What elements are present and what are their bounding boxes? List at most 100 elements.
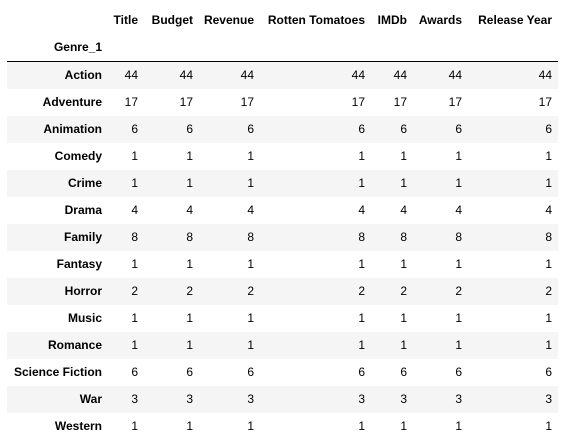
column-header: Rotten Tomatoes [267,13,365,27]
table-cell: 1 [247,311,254,325]
table-cell: 44 [124,68,138,82]
table-cell: 3 [186,392,193,406]
table-cell: 17 [124,95,138,109]
row-index-label: Action [64,68,102,82]
empty-header-cell [144,34,199,62]
table-body: Action 44 44 44 44 44 44 44 Adventure 17 17 17 17 17 1… [7,61,558,440]
table-cell: 1 [358,257,365,271]
table-cell: 1 [131,176,138,190]
table-cell: 1 [186,257,193,271]
column-header-row: Title Budget Revenue Rotten Tomatoes IMD… [7,7,558,34]
empty-header-cell [413,34,468,62]
table-cell: 44 [448,68,462,82]
table-cell: 3 [247,392,254,406]
table-cell: 1 [545,311,552,325]
table-cell: 2 [400,284,407,298]
table-cell: 4 [131,203,138,217]
table-row: Action 44 44 44 44 44 44 44 [7,61,558,89]
empty-header-cell [468,34,558,62]
table-row: Music 1 1 1 1 1 1 1 [7,305,558,332]
table-row: Fantasy 1 1 1 1 1 1 1 [7,251,558,278]
column-header: IMDb [377,13,407,27]
table-cell: 17 [179,95,193,109]
table-cell: 6 [247,122,254,136]
table-cell: 17 [240,95,254,109]
table-cell: 1 [131,257,138,271]
row-index-label: Western [54,419,102,433]
table-cell: 6 [400,122,407,136]
row-index-label: Music [67,311,102,325]
empty-header-cell [199,34,260,62]
table-cell: 44 [179,68,193,82]
table-cell: 6 [358,365,365,379]
table-cell: 44 [351,68,365,82]
table-cell: 1 [131,311,138,325]
table-cell: 3 [131,392,138,406]
table-cell: 1 [545,149,552,163]
table-cell: 4 [186,203,193,217]
table-cell: 1 [247,419,254,433]
table-cell: 1 [455,149,462,163]
empty-header-cell [108,34,144,62]
table-cell: 1 [400,149,407,163]
table-cell: 3 [545,392,552,406]
table-cell: 1 [400,257,407,271]
row-index-label: Drama [64,203,102,217]
table-cell: 17 [351,95,365,109]
table-cell: 1 [545,176,552,190]
table-cell: 2 [247,284,254,298]
table-cell: 1 [247,176,254,190]
row-index-label: Adventure [42,95,102,109]
table-cell: 6 [131,365,138,379]
table-cell: 1 [400,419,407,433]
table-cell: 1 [358,176,365,190]
table-cell: 4 [400,203,407,217]
table-cell: 2 [545,284,552,298]
column-header: Budget [151,13,193,27]
table-cell: 6 [186,365,193,379]
row-index-label: Family [63,230,102,244]
table-cell: 8 [455,230,462,244]
column-header: Awards [418,13,462,27]
table-cell: 1 [455,419,462,433]
table-cell: 1 [186,149,193,163]
table-cell: 8 [545,230,552,244]
table-cell: 6 [131,122,138,136]
table-cell: 4 [358,203,365,217]
table-row: Crime 1 1 1 1 1 1 1 [7,170,558,197]
table-cell: 1 [358,311,365,325]
table-row: Drama 4 4 4 4 4 4 4 [7,197,558,224]
row-index-label: Crime [67,176,102,190]
table-cell: 1 [186,419,193,433]
table-cell: 1 [247,257,254,271]
table-row: Romance 1 1 1 1 1 1 1 [7,332,558,359]
table-cell: 6 [186,122,193,136]
table-cell: 6 [455,122,462,136]
table-cell: 1 [400,176,407,190]
table-cell: 3 [400,392,407,406]
table-cell: 1 [247,149,254,163]
row-index-label: Science Fiction [13,365,102,379]
table-cell: 17 [538,95,552,109]
table-cell: 1 [545,257,552,271]
row-index-label: War [79,392,102,406]
corner-cell [7,7,108,34]
column-header: Title [113,13,138,27]
table-row: Comedy 1 1 1 1 1 1 1 [7,143,558,170]
table-cell: 1 [247,338,254,352]
table-cell: 6 [545,365,552,379]
row-index-label: Comedy [54,149,102,163]
table-cell: 1 [455,257,462,271]
table-cell: 1 [455,338,462,352]
table-cell: 6 [545,122,552,136]
index-name-row: Genre_1 [7,34,558,62]
table-header: Title Budget Revenue Rotten Tomatoes IMD… [7,7,558,62]
table-cell: 2 [131,284,138,298]
row-index-label: Animation [43,122,102,136]
dataframe-table: Title Budget Revenue Rotten Tomatoes IMD… [7,7,558,440]
table-cell: 2 [358,284,365,298]
table-cell: 1 [358,149,365,163]
table-cell: 1 [131,338,138,352]
table-cell: 6 [455,365,462,379]
